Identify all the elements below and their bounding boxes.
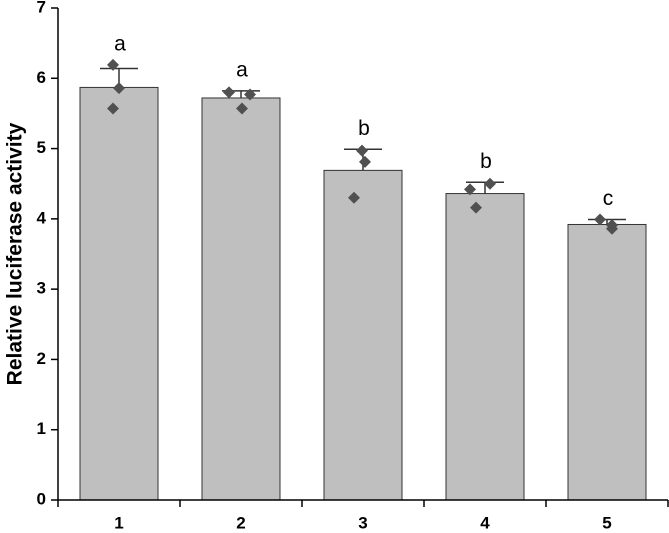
y-tick-label: 0	[37, 489, 46, 508]
data-point	[470, 201, 482, 214]
y-tick-label: 2	[37, 349, 46, 368]
data-point	[236, 102, 248, 115]
x-tick-label: 3	[358, 513, 367, 532]
bar	[323, 169, 403, 501]
data-point	[348, 191, 360, 204]
bar	[79, 86, 159, 501]
y-tick-label: 1	[37, 419, 46, 438]
x-tick-label: 5	[602, 513, 611, 532]
data-point	[359, 155, 371, 168]
y-tick-label: 7	[37, 0, 46, 16]
x-tick-label: 2	[236, 513, 245, 532]
data-point	[107, 102, 119, 115]
data-point	[113, 82, 125, 95]
significance-letter: b	[358, 117, 370, 140]
data-point	[594, 213, 606, 226]
y-tick-label: 5	[37, 138, 46, 157]
data-point	[606, 222, 618, 235]
significance-letter: a	[114, 32, 126, 55]
x-tick-label: 1	[114, 513, 123, 532]
data-point	[223, 86, 235, 99]
data-point	[356, 144, 368, 157]
y-tick-label: 3	[37, 279, 46, 298]
significance-letter: c	[603, 187, 614, 210]
y-tick-label: 6	[37, 68, 46, 87]
x-tick-label: 4	[480, 513, 490, 532]
y-axis-label: Relative luciferase activity	[4, 122, 27, 385]
data-point	[484, 177, 496, 190]
error-bar	[588, 218, 626, 225]
significance-letter: a	[236, 58, 248, 81]
significance-letter: b	[480, 150, 492, 173]
data-point	[107, 58, 119, 71]
data-point	[244, 88, 256, 101]
bar	[201, 97, 281, 501]
bar	[445, 193, 525, 501]
y-tick-label: 4	[37, 208, 47, 227]
bar	[567, 223, 647, 501]
data-point	[464, 183, 476, 196]
